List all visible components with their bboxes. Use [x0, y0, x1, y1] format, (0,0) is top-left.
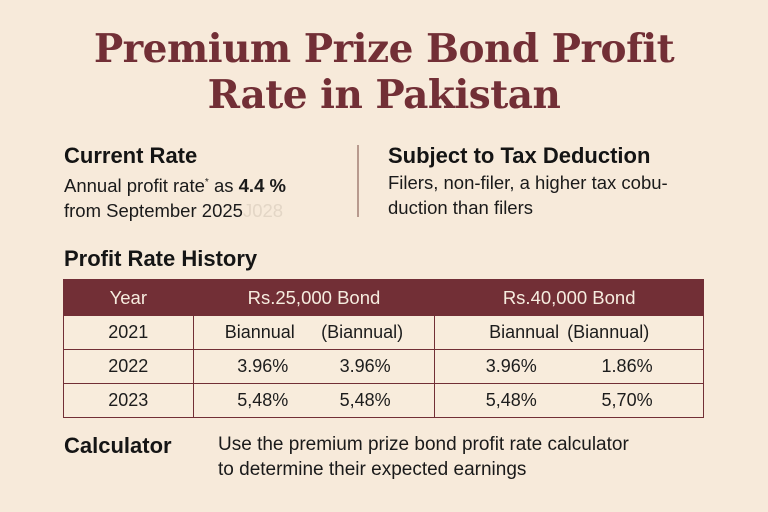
calculator-text-line-1: Use the premium prize bond profit rate c…: [218, 434, 629, 455]
current-rate-heading: Current Rate: [64, 143, 198, 168]
current-rate-date: from September 2025: [64, 200, 243, 221]
cell-value: 5,48%: [237, 390, 289, 410]
cell-year: 2022: [63, 349, 194, 384]
tax-heading: Subject to Tax Deduction: [388, 143, 651, 168]
cell-value: (Biannual): [321, 322, 404, 342]
cell-bond-40000: 5,48% 5,70%: [434, 383, 704, 418]
cell-bond-25000: Biannual (Biannual): [192, 315, 436, 350]
calculator-text: Use the premium prize bond profit rate c…: [218, 432, 738, 482]
tax-text-line-1: Filers, non-filer, a higher tax cobu-: [388, 172, 668, 193]
column-header-bond-25000: Rs.25,000 Bond: [192, 279, 436, 316]
cell-value: 3.96%: [237, 356, 289, 376]
cell-value: 3.96%: [339, 356, 391, 376]
tax-text-line-2: duction than filers: [388, 197, 534, 218]
ghost-text: J028: [242, 200, 284, 221]
cell-value: 5,70%: [601, 390, 653, 410]
cell-year: 2023: [63, 383, 194, 418]
cell-bond-25000: 3.96% 3.96%: [192, 349, 436, 384]
cell-bond-40000: Biannual (Biannual): [434, 315, 704, 350]
asterisk-note: *: [204, 177, 209, 188]
cell-value: 5,48%: [339, 390, 391, 410]
current-rate-mid: as: [208, 175, 239, 196]
column-header-year: Year: [63, 279, 194, 316]
current-rate-prefix: Annual profit rate: [64, 175, 205, 196]
current-rate-value: 4.4 %: [238, 175, 286, 196]
page-title: Premium Prize Bond Profit Rate in Pakist…: [0, 26, 768, 118]
section-divider: [357, 145, 359, 217]
title-line-2: Rate in Pakistan: [207, 72, 561, 118]
column-header-bond-40000: Rs.40,000 Bond: [434, 279, 704, 316]
cell-bond-25000: 5,48% 5,48%: [192, 383, 436, 418]
current-rate-text: Annual profit rate* as 4.4 % from Septem…: [64, 170, 344, 223]
cell-value: Biannual: [489, 322, 560, 342]
tax-section: Subject to Tax Deduction Filers, non-fil…: [388, 142, 728, 220]
current-rate-section: Current Rate Annual profit rate* as 4.4 …: [64, 142, 344, 223]
cell-value: (Biannual): [567, 322, 650, 342]
cell-value: 5,48%: [485, 390, 537, 410]
history-heading: Profit Rate History: [64, 246, 258, 271]
title-line-1: Premium Prize Bond Profit: [93, 26, 675, 72]
table-row: 2022 3.96% 3.96% 3.96% 1.86%: [63, 349, 704, 384]
cell-bond-40000: 3.96% 1.86%: [434, 349, 704, 384]
table-row: 2021 Biannual (Biannual) Biannual (Biannua…: [63, 315, 704, 350]
cell-year: 2021: [63, 315, 194, 350]
cell-value: 1.86%: [601, 356, 653, 376]
cell-value: Biannual: [224, 322, 295, 342]
table-header-row: Year Rs.25,000 Bond Rs.40,000 Bond: [63, 279, 704, 316]
cell-value: 3.96%: [485, 356, 537, 376]
table-row: 2023 5,48% 5,48% 5,48% 5,70%: [63, 383, 704, 418]
tax-text: Filers, non-filer, a higher tax cobu- du…: [388, 170, 728, 220]
calculator-text-line-2: to determine their expected earnings: [218, 459, 527, 480]
profit-rate-table: Year Rs.25,000 Bond Rs.40,000 Bond 2021 …: [63, 279, 704, 418]
calculator-heading: Calculator: [64, 433, 172, 458]
